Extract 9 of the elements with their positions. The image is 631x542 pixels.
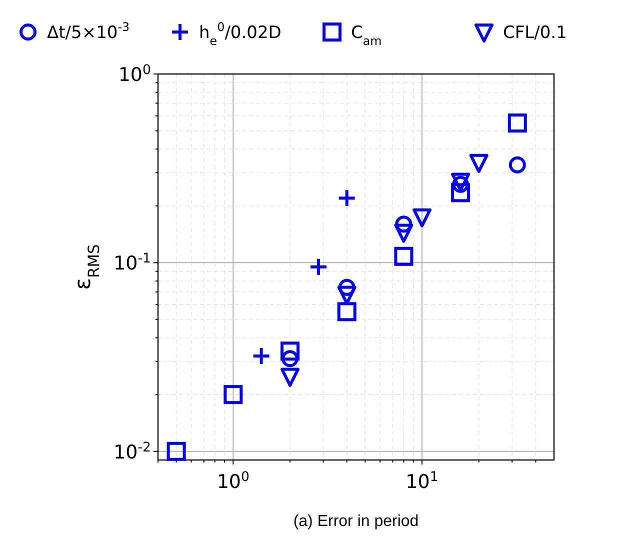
y-tick-label: 10$^{-1}$ xyxy=(114,251,151,275)
legend-label: C$_{am}$ xyxy=(351,23,382,48)
legend-label: Δt/5×10$^{-3}$ xyxy=(47,20,130,43)
x-tick-label: 10$^{1}$ xyxy=(406,470,438,493)
legend-label: h$_{e}$$^{0}$/0.02D xyxy=(199,20,282,48)
legend-label: CFL/0.1 xyxy=(503,23,567,43)
text: (a) Error in period xyxy=(293,513,419,530)
y-tick-label: 10$^{-2}$ xyxy=(114,440,151,464)
y-tick-label: 10$^{0}$ xyxy=(118,62,151,86)
